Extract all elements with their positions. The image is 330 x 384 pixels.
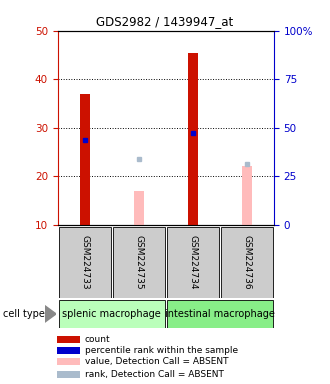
Text: intestinal macrophage: intestinal macrophage [165,309,275,319]
Text: GSM224733: GSM224733 [80,235,89,290]
Text: splenic macrophage: splenic macrophage [62,309,161,319]
Bar [221,227,273,298]
Bar [167,227,219,298]
Polygon shape [45,306,56,323]
Bar [57,371,80,378]
Bar [57,347,80,354]
Text: cell type: cell type [3,309,45,319]
Bar [80,94,90,225]
Bar [57,358,80,365]
Text: GSM224736: GSM224736 [242,235,251,290]
Text: GDS2982 / 1439947_at: GDS2982 / 1439947_at [96,15,234,28]
Bar [167,300,273,328]
Text: GSM224734: GSM224734 [188,235,197,289]
Bar [59,227,111,298]
Bar [188,53,198,225]
Text: rank, Detection Call = ABSENT: rank, Detection Call = ABSENT [85,370,224,379]
Text: percentile rank within the sample: percentile rank within the sample [85,346,238,355]
Bar [134,191,144,225]
Bar [57,336,80,343]
Text: value, Detection Call = ABSENT: value, Detection Call = ABSENT [85,357,228,366]
Bar [113,227,165,298]
Bar [59,300,165,328]
Text: count: count [85,335,111,344]
Bar [242,167,252,225]
Text: GSM224735: GSM224735 [134,235,143,290]
